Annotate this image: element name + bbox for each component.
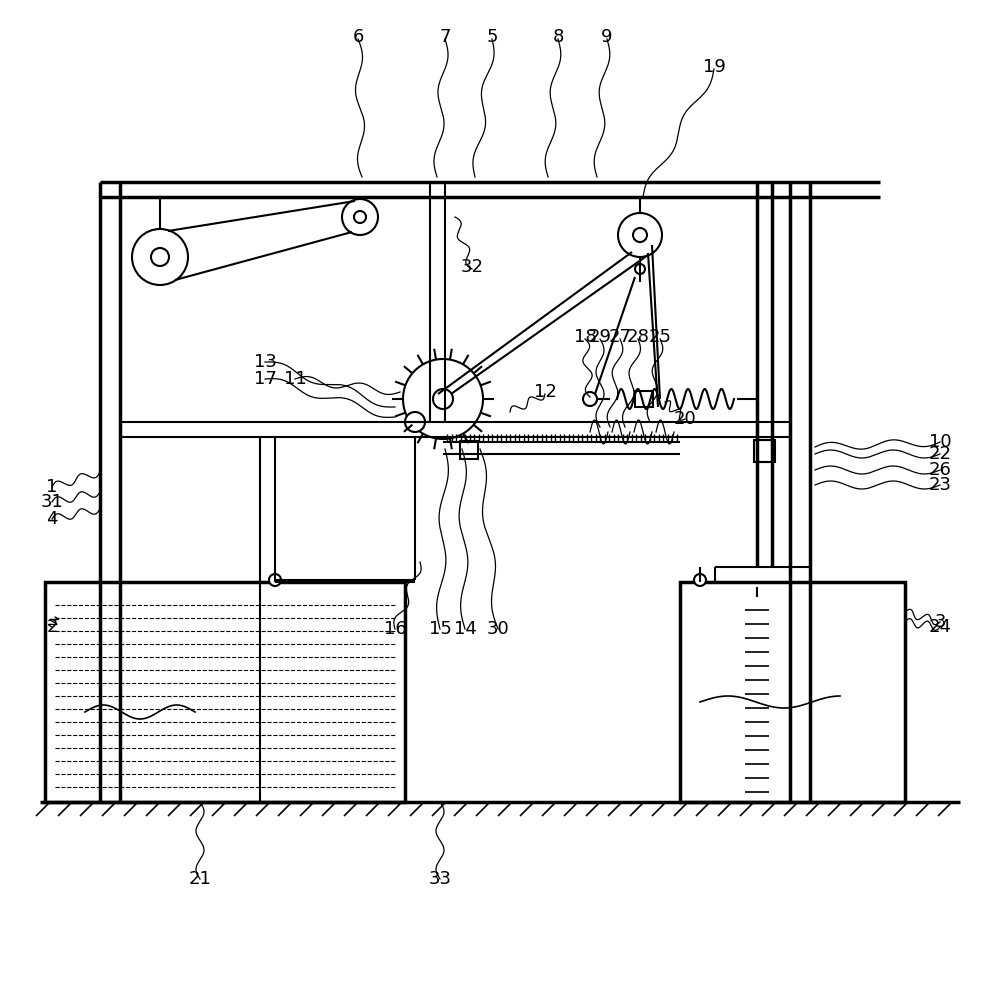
Text: 9: 9 (601, 28, 613, 46)
Bar (754, 440, 775, 462)
Circle shape (151, 248, 169, 266)
Text: 16: 16 (384, 620, 406, 638)
Text: 10: 10 (929, 433, 951, 451)
Circle shape (635, 264, 645, 274)
Text: 5: 5 (486, 28, 498, 46)
Text: 19: 19 (703, 58, 725, 76)
Text: 4: 4 (46, 510, 58, 528)
Bar (635, 391, 653, 407)
Text: 2: 2 (46, 618, 58, 636)
Text: 20: 20 (674, 410, 696, 428)
Text: 33: 33 (428, 870, 452, 888)
Text: 18: 18 (574, 328, 596, 346)
Text: 8: 8 (552, 28, 564, 46)
Text: 15: 15 (429, 620, 451, 638)
Text: 24: 24 (928, 618, 952, 636)
Bar (460, 441, 478, 459)
Text: 14: 14 (454, 620, 476, 638)
Text: 22: 22 (928, 445, 952, 463)
Text: 29: 29 (588, 328, 612, 346)
Bar (45, 582, 405, 802)
Text: 21: 21 (189, 870, 211, 888)
Circle shape (354, 211, 366, 223)
Text: 27: 27 (608, 328, 632, 346)
Text: 17: 17 (254, 370, 276, 388)
Circle shape (633, 228, 647, 242)
Circle shape (269, 574, 281, 586)
Circle shape (694, 574, 706, 586)
Text: 26: 26 (929, 461, 951, 479)
Circle shape (403, 359, 483, 439)
Text: 30: 30 (487, 620, 509, 638)
Text: 6: 6 (352, 28, 364, 46)
Text: 32: 32 (460, 258, 484, 276)
Text: 13: 13 (254, 353, 276, 371)
Text: 28: 28 (627, 328, 649, 346)
Circle shape (132, 229, 188, 285)
Circle shape (342, 199, 378, 235)
Text: 31: 31 (41, 493, 63, 511)
Text: 23: 23 (928, 476, 952, 494)
Text: 1: 1 (46, 478, 58, 496)
Text: 25: 25 (648, 328, 672, 346)
Circle shape (433, 389, 453, 409)
Text: 12: 12 (534, 383, 556, 401)
Circle shape (618, 213, 662, 257)
Text: 7: 7 (439, 28, 451, 46)
Text: 11: 11 (284, 370, 306, 388)
Circle shape (583, 392, 597, 406)
Bar (680, 582, 905, 802)
Text: 3: 3 (934, 613, 946, 631)
Circle shape (405, 412, 425, 432)
